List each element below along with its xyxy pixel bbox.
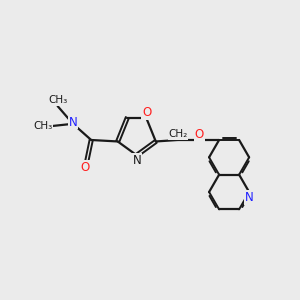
Text: O: O [142,106,152,119]
Text: CH₂: CH₂ [168,129,188,139]
Text: CH₃: CH₃ [48,95,67,105]
Text: N: N [69,116,77,128]
Text: O: O [194,128,204,141]
Text: CH₃: CH₃ [33,121,52,131]
Text: N: N [245,191,254,204]
Text: N: N [132,154,141,167]
Text: O: O [81,160,90,174]
